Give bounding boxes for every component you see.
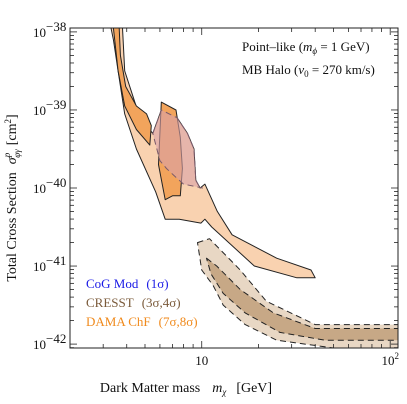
y-tick-label--40: 10 bbox=[33, 181, 46, 196]
axis-ticks bbox=[69, 28, 398, 349]
region-cresst-inner-4 bbox=[206, 257, 398, 341]
legend-entry-cresst: CRESST (3σ,4σ) bbox=[86, 295, 181, 310]
region-dama-chf-inner-1 bbox=[112, 28, 152, 146]
y-tick-label--39: 10 bbox=[33, 103, 46, 118]
x-axis-title: Dark Matter mass mχ [GeV] bbox=[100, 381, 272, 397]
y-axis-title: Total Cross Sectionσpφγ[cm2] bbox=[2, 114, 22, 281]
annotation-line-1: Point–like (mϕ = 1 GeV) bbox=[242, 39, 370, 56]
y-tick-label--42: 10 bbox=[33, 337, 46, 352]
region-cog-mod-band-5 bbox=[152, 109, 203, 189]
legend: CoG Mod (1σ) CRESST (3σ,4σ) DAMA ChF (7σ,8σ… bbox=[86, 276, 198, 329]
legend-entry-cog: CoG Mod (1σ) bbox=[86, 276, 169, 291]
y-tick-label--38: 10 bbox=[33, 25, 46, 40]
legend-entry-dama: DAMA ChF (7σ,8σ) bbox=[86, 314, 198, 329]
y-tick-label-exponent--41: −41 bbox=[46, 253, 66, 268]
y-tick-label-exponent--40: −40 bbox=[46, 175, 66, 190]
region-cresst-outer-3 bbox=[197, 238, 398, 348]
annotation-line-2: MB Halo (v0 = 270 km/s) bbox=[242, 62, 375, 79]
x-tick-label-100: 102 bbox=[381, 351, 399, 368]
y-tick-label-exponent--38: −38 bbox=[46, 19, 66, 34]
y-tick-label-exponent--42: −42 bbox=[46, 331, 66, 346]
plot-area bbox=[110, 28, 398, 348]
y-tick-label-exponent--39: −39 bbox=[46, 97, 66, 112]
y-tick-label--41: 10 bbox=[33, 259, 46, 274]
x-tick-label-10: 10 bbox=[195, 353, 208, 368]
